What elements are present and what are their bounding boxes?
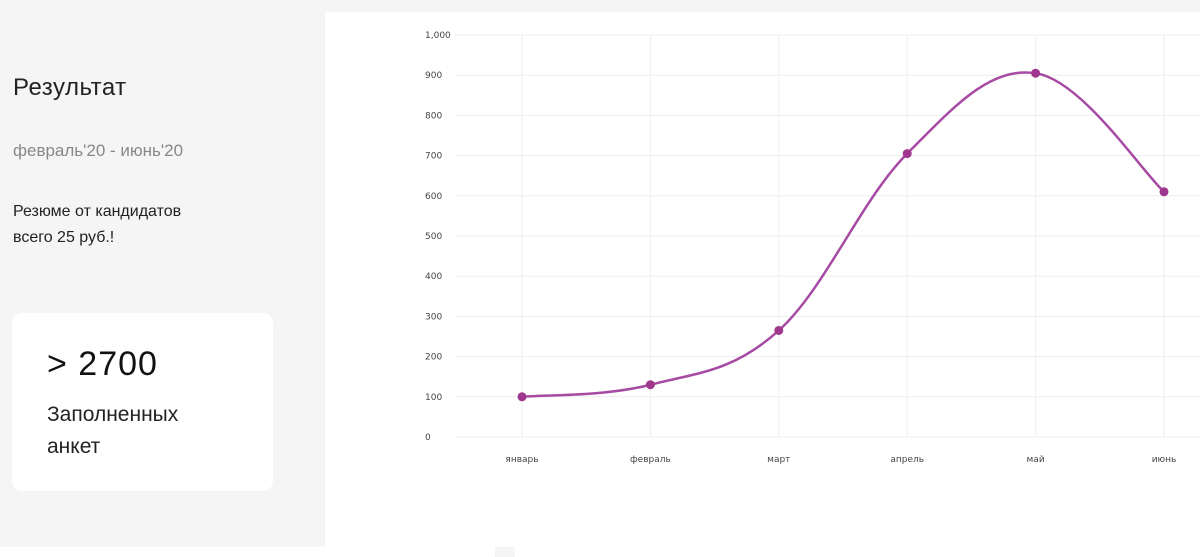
chart-panel: 0 100 200 300 400 500 600 700 800 900 1,000 январь… bbox=[325, 12, 1200, 547]
data-point bbox=[645, 380, 655, 390]
x-tick-label: май bbox=[1027, 455, 1045, 465]
y-tick-label: 300 bbox=[425, 312, 442, 322]
stat-value: > 2700 bbox=[47, 345, 158, 383]
x-axis-ticks: январь февраль март апрель май июнь bbox=[505, 455, 1176, 465]
x-tick-label: март bbox=[767, 455, 790, 465]
y-tick-label: 100 bbox=[425, 393, 442, 403]
x-tick-label: январь bbox=[505, 455, 538, 465]
x-tick-label: февраль bbox=[630, 455, 671, 465]
stat-label: Заполненных анкет bbox=[47, 399, 247, 463]
stat-label-line-1: Заполненных bbox=[47, 403, 179, 426]
data-point bbox=[517, 392, 527, 402]
stat-card: > 2700 Заполненных анкет bbox=[12, 313, 273, 491]
data-point bbox=[1159, 187, 1169, 197]
y-tick-label: 500 bbox=[425, 232, 442, 242]
y-tick-label: 0 bbox=[425, 433, 431, 443]
promo-line-2: всего 25 руб.! bbox=[13, 229, 115, 246]
x-tick-label: июнь bbox=[1152, 455, 1177, 465]
data-point bbox=[902, 149, 912, 159]
period-label: февраль'20 - июнь'20 bbox=[13, 141, 184, 160]
x-tick-label: апрель bbox=[890, 455, 924, 465]
stat-label-line-2: анкет bbox=[47, 435, 101, 458]
bottom-card-right bbox=[515, 547, 1200, 557]
y-tick-label: 200 bbox=[425, 353, 442, 363]
y-tick-label: 600 bbox=[425, 192, 442, 202]
data-point bbox=[774, 325, 784, 335]
y-tick-label: 400 bbox=[425, 272, 442, 282]
y-tick-label: 800 bbox=[425, 111, 442, 121]
bottom-card-left bbox=[0, 547, 495, 557]
promo-text: Резюме от кандидатов всего 25 руб.! bbox=[13, 199, 273, 251]
grid bbox=[455, 34, 1200, 438]
y-tick-label: 900 bbox=[425, 71, 442, 81]
y-axis-ticks: 0 100 200 300 400 500 600 700 800 900 1,000 bbox=[425, 31, 451, 443]
y-tick-label: 1,000 bbox=[425, 31, 451, 41]
y-tick-label: 700 bbox=[425, 152, 442, 162]
summary-panel: Результат февраль'20 - июнь'20 Резюме от… bbox=[0, 0, 300, 557]
data-point bbox=[1031, 68, 1041, 78]
series-points bbox=[517, 68, 1169, 402]
line-chart: 0 100 200 300 400 500 600 700 800 900 1,000 январь… bbox=[425, 31, 1200, 465]
result-title: Результат bbox=[13, 74, 127, 101]
series-line bbox=[521, 71, 1165, 399]
promo-line-1: Резюме от кандидатов bbox=[13, 203, 182, 220]
